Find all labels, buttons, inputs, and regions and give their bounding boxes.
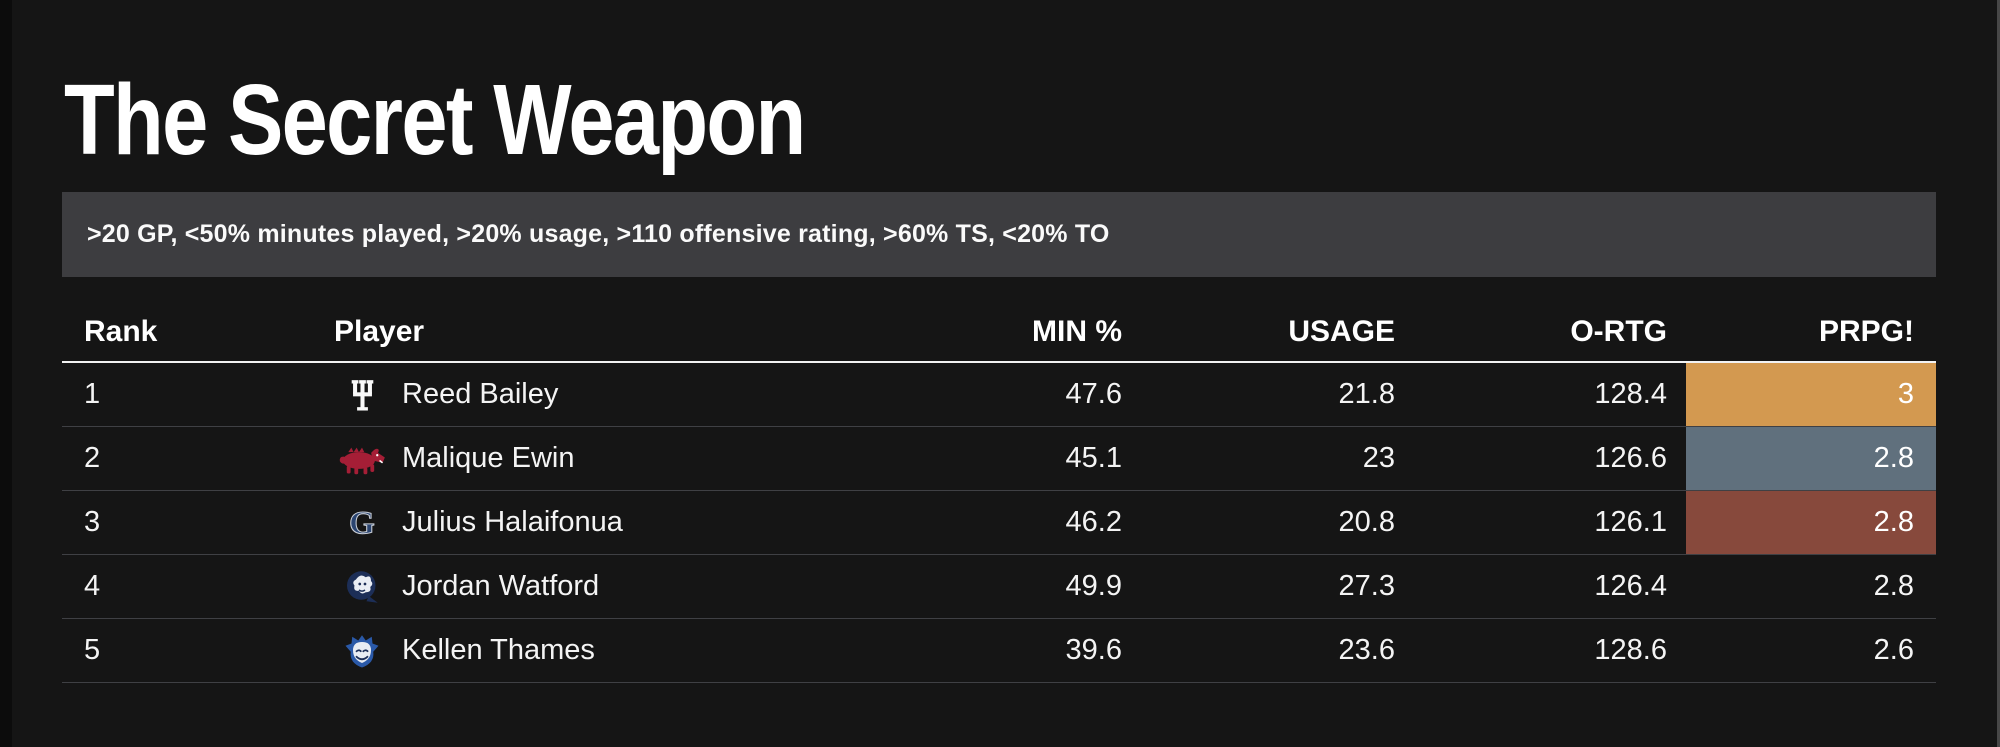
usage-cell: 21.8 <box>1338 378 1395 410</box>
table-body: 1 Reed Bailey 47.6 21.8 128.4 3 2 Maliqu… <box>62 363 1936 683</box>
page-left-edge <box>0 0 12 747</box>
prpg-cell: 2.8 <box>1873 570 1914 602</box>
player-cell: Malique Ewin <box>334 427 882 490</box>
rank-cell: 5 <box>84 634 101 666</box>
team-logo-queens <box>334 561 390 613</box>
filter-criteria-bar: >20 GP, <50% minutes played, >20% usage,… <box>62 192 1936 277</box>
table-row: 3 G Julius Halaifonua 46.2 20.8 126.1 2.… <box>62 491 1936 555</box>
o-rtg-cell: 126.6 <box>1594 442 1667 474</box>
player-name: Malique Ewin <box>402 442 575 474</box>
player-name: Reed Bailey <box>402 378 559 410</box>
prpg-cell: 2.6 <box>1873 634 1914 666</box>
rank-cell: 2 <box>84 442 101 474</box>
o-rtg-cell: 128.6 <box>1594 634 1667 666</box>
page-right-edge <box>1997 0 2000 747</box>
table-row: 2 Malique Ewin 45.1 23 126.6 2.8 <box>62 427 1936 491</box>
o-rtg-cell: 126.1 <box>1594 506 1667 538</box>
prpg-cell: 3 <box>1686 363 1936 426</box>
o-rtg-cell: 128.4 <box>1594 378 1667 410</box>
team-logo-georgetown: G <box>334 497 390 549</box>
column-header-prpg: PRPG! <box>1818 315 1914 348</box>
player-cell: Reed Bailey <box>334 363 882 426</box>
rank-cell: 1 <box>84 378 101 410</box>
rank-cell: 4 <box>84 570 101 602</box>
min-pct-cell: 47.6 <box>1065 378 1122 410</box>
table-row: 4 Jordan Watford 49.9 27.3 126.4 2.8 <box>62 555 1936 619</box>
table-header-row: Rank Player MIN % USAGE O-RTG PRPG! <box>62 277 1936 363</box>
player-cell: Kellen Thames <box>334 619 882 682</box>
filter-criteria-text: >20 GP, <50% minutes played, >20% usage,… <box>87 220 1110 248</box>
player-cell: Jordan Watford <box>334 555 882 618</box>
player-name: Kellen Thames <box>402 634 595 666</box>
svg-text:G: G <box>349 505 375 541</box>
o-rtg-cell: 126.4 <box>1594 570 1667 602</box>
page-title: The Secret Weapon <box>64 64 806 176</box>
prpg-cell: 2.8 <box>1686 427 1936 490</box>
column-header-rank: Rank <box>84 315 158 348</box>
player-cell: G Julius Halaifonua <box>334 491 882 554</box>
usage-cell: 23 <box>1362 442 1395 474</box>
team-logo-indiana <box>334 369 390 421</box>
rank-cell: 3 <box>84 506 101 538</box>
team-logo-saint-louis <box>334 625 390 677</box>
min-pct-cell: 46.2 <box>1065 506 1122 538</box>
team-logo-arkansas <box>334 433 390 485</box>
table-row: 1 Reed Bailey 47.6 21.8 128.4 3 <box>62 363 1936 427</box>
prpg-cell: 2.8 <box>1686 491 1936 554</box>
usage-cell: 23.6 <box>1338 634 1395 666</box>
player-name: Jordan Watford <box>402 570 600 602</box>
min-pct-cell: 49.9 <box>1065 570 1122 602</box>
usage-cell: 27.3 <box>1338 570 1395 602</box>
min-pct-cell: 39.6 <box>1065 634 1122 666</box>
min-pct-cell: 45.1 <box>1065 442 1122 474</box>
column-header-usage: USAGE <box>1288 315 1395 348</box>
column-header-min-pct: MIN % <box>1032 315 1122 348</box>
player-name: Julius Halaifonua <box>402 506 623 538</box>
usage-cell: 20.8 <box>1338 506 1395 538</box>
table-row: 5 Kellen Thames 39.6 23.6 128.6 2.6 <box>62 619 1936 683</box>
column-header-player: Player <box>334 315 425 348</box>
column-header-o-rtg: O-RTG <box>1570 315 1667 348</box>
